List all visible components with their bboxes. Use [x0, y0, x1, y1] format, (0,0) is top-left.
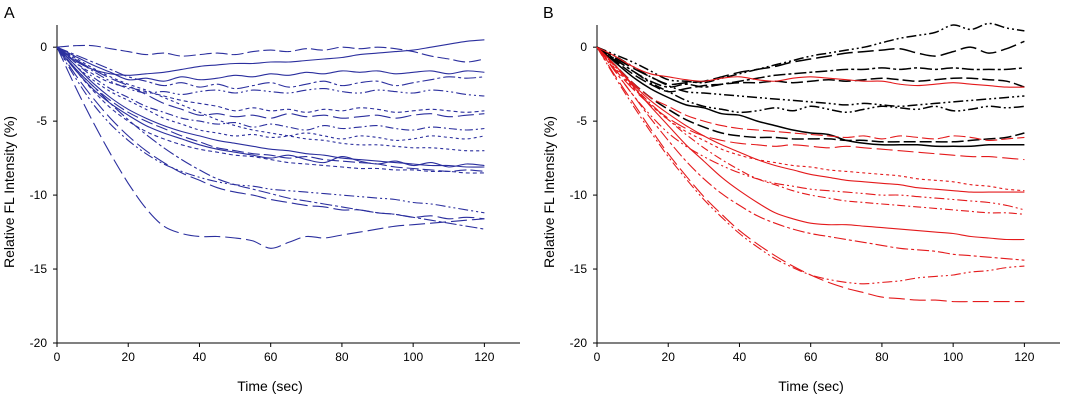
- panel-b-series-line-b8: [596, 46, 1025, 143]
- panel-a-x-axis-label: Time (sec): [237, 378, 303, 394]
- panel-b-x-tick-label: 100: [943, 350, 963, 364]
- panel-a-series-line-a5: [56, 46, 485, 97]
- panel-b-series-line-b2: [596, 40, 1025, 86]
- panel-a-series-line-a4: [56, 46, 485, 90]
- panel-b-label: B: [543, 5, 554, 22]
- panel-b-series-line-b15: [596, 46, 1025, 215]
- panel-a-y-tick-label: -15: [30, 262, 48, 276]
- panel-b-series-line-b3: [596, 46, 1025, 88]
- panel-a-y-tick-label: -10: [30, 188, 48, 202]
- panel-b-y-tick-label: -15: [570, 262, 588, 276]
- panel-a-series-line-a10: [56, 46, 485, 168]
- panel-a-x-tick-label: 0: [54, 350, 61, 364]
- panel-a-plot: 0 20 40 60 80 100 120 0 -5 -10 -15 -20: [30, 25, 520, 364]
- panel-a-series-line-a1: [56, 39, 485, 76]
- panel-b-plot: 0 20 40 60 80 100 120 0 -5 -10 -15 -20: [570, 22, 1060, 364]
- panel-a-series-line-a16: [56, 46, 485, 249]
- panel-b-series-line-b16: [596, 46, 1025, 241]
- panel-b-series-line-b12: [596, 46, 1025, 192]
- panel-a-y-tick-label: -5: [36, 114, 47, 128]
- panel-b-series-line-b7: [596, 46, 1025, 148]
- panel-a-series-line-a2: [56, 46, 485, 82]
- panel-b-x-tick-label: 60: [804, 350, 818, 364]
- panel-a-series-line-a15: [56, 46, 485, 230]
- panel-a-x-tick-label: 80: [335, 350, 349, 364]
- panel-b-x-axis-label: Time (sec): [778, 378, 844, 394]
- panel-b-series-line-b9: [596, 46, 1025, 88]
- panel-b-y-tick-label: -20: [570, 336, 588, 350]
- panel-b-series-line-b1: [596, 22, 1025, 84]
- panel-a-series-line-a6: [56, 46, 485, 113]
- panel-a-x-tick-label: 60: [264, 350, 278, 364]
- panel-a-series-line-a12: [56, 46, 485, 172]
- panel-a-series-line-a3: [56, 44, 485, 63]
- panel-b-series-line-b6: [596, 46, 1025, 114]
- panel-b-series-line-b14: [596, 46, 1025, 211]
- panel-a-series-line-a13: [56, 46, 485, 214]
- panel-b-y-tick-label: 0: [580, 40, 587, 54]
- panel-a-y-tick-label: 0: [40, 40, 47, 54]
- panel-b-y-tick-label: -10: [570, 188, 588, 202]
- panel-b-x-tick-label: 0: [594, 350, 601, 364]
- panel-b-y-axis-label: Relative FL Intensity (%): [541, 116, 557, 268]
- panel-a-series-group: [56, 39, 485, 249]
- panel-a-series-line-a17: [56, 46, 485, 174]
- panel-a-series-line-a8: [56, 46, 485, 131]
- panel-a-label: A: [4, 5, 15, 22]
- panel-a-x-tick-label: 120: [474, 350, 494, 364]
- panel-b-axes: 0 20 40 60 80 100 120 0 -5 -10 -15 -20: [570, 25, 1060, 364]
- panel-b-x-tick-label: 40: [733, 350, 747, 364]
- panel-a-y-axis-label: Relative FL Intensity (%): [1, 116, 17, 268]
- panel-a-x-tick-label: 20: [122, 350, 136, 364]
- panel-b-series-line-b4: [596, 46, 1025, 93]
- panel-a-series-line-a14: [56, 46, 485, 220]
- panel-a-series-line-a9: [56, 46, 485, 141]
- panel-b-y-tick-label: -5: [576, 114, 587, 128]
- panel-a-x-tick-label: 40: [193, 350, 207, 364]
- panel-a: A 0 20 40 60 80 100 120 0 -5 -10 -15 -20 Time (sec)…: [1, 5, 520, 394]
- panel-b: B 0 20 40 60 80 100 120 0 -5 -10 -15 -20 Time (sec)…: [541, 5, 1060, 394]
- panel-b-series-group: [596, 22, 1025, 303]
- panel-a-axes: 0 20 40 60 80 100 120 0 -5 -10 -15 -20: [30, 25, 520, 364]
- panel-b-series-line-b19: [596, 46, 1025, 303]
- panel-b-x-tick-label: 120: [1014, 350, 1034, 364]
- panel-b-series-line-b13: [596, 46, 1025, 193]
- panel-b-x-tick-label: 80: [875, 350, 889, 364]
- panel-b-series-line-b11: [596, 46, 1025, 161]
- panel-b-x-tick-label: 20: [662, 350, 676, 364]
- panel-a-y-tick-label: -20: [30, 336, 48, 350]
- panel-a-x-tick-label: 100: [403, 350, 423, 364]
- panel-a-series-line-a18: [56, 46, 485, 152]
- panel-b-series-line-b17: [596, 46, 1025, 261]
- panel-a-series-line-a11: [56, 46, 485, 168]
